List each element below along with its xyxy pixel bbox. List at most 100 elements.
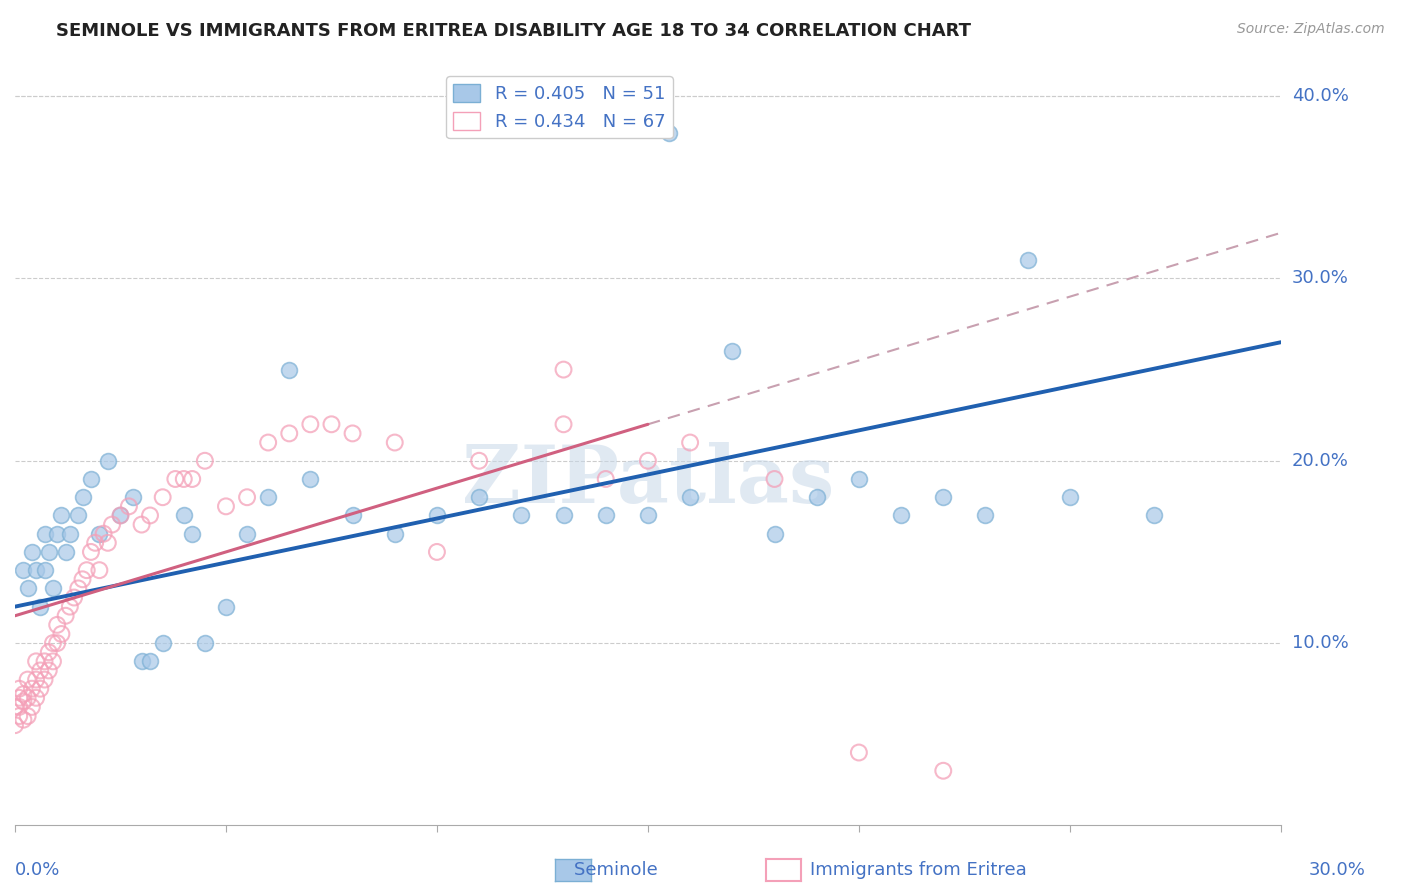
- Text: 10.0%: 10.0%: [1292, 634, 1348, 652]
- Point: [848, 746, 870, 760]
- Point: [679, 435, 702, 450]
- Point: [89, 526, 111, 541]
- Point: [4, 700, 27, 714]
- Point: [342, 508, 364, 523]
- Point: [46, 618, 69, 632]
- Point: [679, 490, 702, 504]
- Point: [4, 718, 27, 732]
- Point: [553, 508, 575, 523]
- Point: [25, 673, 48, 687]
- Point: [173, 508, 195, 523]
- Point: [97, 536, 120, 550]
- Point: [110, 508, 132, 523]
- Point: [278, 362, 301, 376]
- Point: [468, 490, 491, 504]
- Point: [215, 500, 238, 514]
- Point: [1017, 253, 1039, 268]
- Point: [468, 454, 491, 468]
- Point: [890, 508, 912, 523]
- Point: [34, 563, 56, 577]
- Point: [595, 508, 617, 523]
- Point: [13, 713, 35, 727]
- Point: [139, 654, 162, 668]
- Point: [17, 709, 39, 723]
- Point: [131, 517, 153, 532]
- Text: 20.0%: 20.0%: [1292, 451, 1348, 470]
- Point: [21, 700, 44, 714]
- Point: [1059, 490, 1081, 504]
- Point: [89, 563, 111, 577]
- Point: [721, 344, 744, 359]
- Point: [67, 508, 90, 523]
- Point: [8, 700, 31, 714]
- Point: [173, 472, 195, 486]
- Text: ZIPatlas: ZIPatlas: [461, 442, 834, 520]
- Point: [63, 591, 86, 605]
- Point: [72, 490, 94, 504]
- Point: [80, 545, 103, 559]
- Point: [34, 526, 56, 541]
- Point: [848, 472, 870, 486]
- Point: [8, 709, 31, 723]
- Point: [34, 673, 56, 687]
- Point: [215, 599, 238, 614]
- Point: [122, 490, 145, 504]
- Point: [17, 582, 39, 596]
- Text: Source: ZipAtlas.com: Source: ZipAtlas.com: [1237, 22, 1385, 37]
- Point: [426, 545, 449, 559]
- Point: [84, 536, 107, 550]
- Point: [236, 490, 259, 504]
- Point: [55, 545, 77, 559]
- Point: [17, 690, 39, 705]
- Point: [46, 636, 69, 650]
- Point: [763, 526, 786, 541]
- Point: [257, 490, 280, 504]
- Text: Immigrants from Eritrea: Immigrants from Eritrea: [787, 861, 1028, 879]
- Point: [658, 126, 681, 140]
- Point: [181, 472, 204, 486]
- Point: [932, 764, 955, 778]
- Text: SEMINOLE VS IMMIGRANTS FROM ERITREA DISABILITY AGE 18 TO 34 CORRELATION CHART: SEMINOLE VS IMMIGRANTS FROM ERITREA DISA…: [56, 22, 972, 40]
- Point: [110, 508, 132, 523]
- Point: [131, 654, 153, 668]
- Point: [553, 417, 575, 432]
- Point: [25, 563, 48, 577]
- Point: [59, 599, 82, 614]
- Point: [342, 426, 364, 441]
- Point: [42, 636, 65, 650]
- Point: [181, 526, 204, 541]
- Point: [384, 526, 406, 541]
- Point: [194, 454, 217, 468]
- Point: [299, 472, 322, 486]
- Point: [595, 472, 617, 486]
- Point: [76, 563, 98, 577]
- Text: Seminole: Seminole: [551, 861, 658, 879]
- Point: [38, 545, 60, 559]
- Point: [152, 490, 174, 504]
- Point: [101, 517, 124, 532]
- Text: 0.0%: 0.0%: [15, 861, 60, 879]
- Point: [321, 417, 343, 432]
- Point: [553, 362, 575, 376]
- Point: [118, 500, 141, 514]
- Point: [34, 654, 56, 668]
- Point: [299, 417, 322, 432]
- Point: [30, 664, 52, 678]
- Point: [72, 572, 94, 586]
- Point: [8, 690, 31, 705]
- Point: [8, 681, 31, 696]
- Point: [194, 636, 217, 650]
- Point: [152, 636, 174, 650]
- Point: [637, 454, 659, 468]
- Point: [426, 508, 449, 523]
- Point: [55, 608, 77, 623]
- Point: [13, 694, 35, 708]
- Point: [257, 435, 280, 450]
- Point: [1143, 508, 1166, 523]
- Point: [21, 545, 44, 559]
- Point: [13, 687, 35, 701]
- Point: [21, 681, 44, 696]
- Point: [25, 654, 48, 668]
- Point: [139, 508, 162, 523]
- Point: [236, 526, 259, 541]
